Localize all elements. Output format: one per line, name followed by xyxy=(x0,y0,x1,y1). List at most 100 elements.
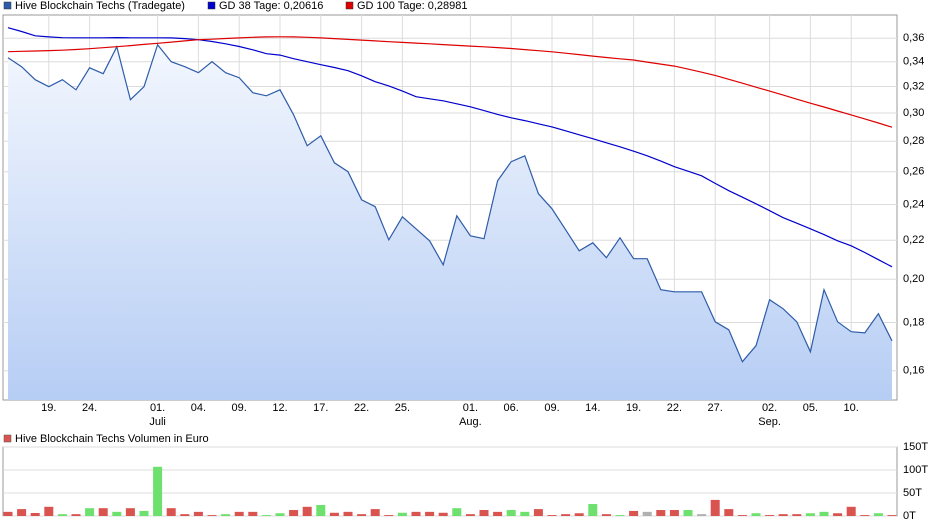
price-area xyxy=(8,44,892,400)
volume-bar xyxy=(30,513,40,516)
volume-bar xyxy=(207,515,217,516)
y-tick-label: 0,20 xyxy=(903,273,924,285)
x-tick-label: 12. xyxy=(272,402,287,414)
y-tick-label: 0,34 xyxy=(903,56,924,68)
volume-bar xyxy=(44,506,54,516)
volume-legend-swatch xyxy=(3,434,12,443)
x-tick-label: 05. xyxy=(803,402,818,414)
y-tick-label: 0,16 xyxy=(903,365,924,377)
volume-bar xyxy=(370,509,380,516)
volume-bar xyxy=(710,499,720,516)
legend-swatch xyxy=(3,1,12,10)
volume-bar xyxy=(397,512,407,516)
volume-bar xyxy=(221,514,231,516)
volume-bar xyxy=(234,511,244,516)
x-tick-label: 27. xyxy=(708,402,723,414)
volume-bar xyxy=(765,515,775,516)
volume-bar xyxy=(289,510,299,516)
volume-bar xyxy=(574,513,584,516)
volume-bar xyxy=(329,512,339,516)
y-tick-label: 0,18 xyxy=(903,316,924,328)
volume-bar xyxy=(357,514,367,516)
x-tick-label: 02. xyxy=(762,402,777,414)
x-month-label: Sep. xyxy=(758,416,781,428)
legend-swatch xyxy=(207,1,216,10)
legend-label: GD 38 Tage: 0,20616 xyxy=(219,0,323,12)
volume-bar xyxy=(479,510,489,516)
volume-plot-area xyxy=(2,446,898,517)
volume-bar xyxy=(751,513,761,516)
x-tick-label: 17. xyxy=(313,402,328,414)
volume-bar xyxy=(57,514,67,516)
volume-bar xyxy=(316,504,326,516)
legend-label: GD 100 Tage: 0,28981 xyxy=(357,0,468,12)
volume-bar xyxy=(533,509,543,516)
volume-bar xyxy=(615,515,625,516)
volume-bar xyxy=(629,510,639,516)
volume-bar xyxy=(180,514,190,516)
volume-bar xyxy=(737,515,747,516)
y-tick-label: 0T xyxy=(903,510,916,522)
volume-bar xyxy=(261,515,271,516)
y-tick-label: 0,24 xyxy=(903,198,924,210)
volume-bar xyxy=(697,514,707,516)
volume-bar xyxy=(384,515,394,516)
volume-bar xyxy=(873,513,883,516)
volume-bar xyxy=(139,510,149,516)
volume-bar xyxy=(465,514,475,516)
x-month-label: Aug. xyxy=(459,416,482,428)
volume-bar xyxy=(846,506,856,516)
volume-bar xyxy=(601,514,611,516)
volume-bar xyxy=(547,515,557,516)
volume-bar xyxy=(17,509,27,516)
x-tick-label: 25. xyxy=(395,402,410,414)
series-line xyxy=(7,36,893,128)
x-tick-label: 24. xyxy=(82,402,97,414)
legend-swatch xyxy=(345,1,354,10)
x-tick-label: 14. xyxy=(585,402,600,414)
volume-title: Hive Blockchain Techs Volumen in Euro xyxy=(15,433,209,445)
volume-bar xyxy=(452,508,462,516)
y-tick-label: 0,26 xyxy=(903,166,924,178)
volume-bar xyxy=(506,510,516,516)
x-tick-label: 09. xyxy=(232,402,247,414)
volume-bar xyxy=(493,511,503,516)
x-tick-label: 01. xyxy=(150,402,165,414)
volume-bar xyxy=(275,513,285,516)
y-tick-label: 150T xyxy=(903,441,928,453)
x-tick-label: 04. xyxy=(191,402,206,414)
volume-bar xyxy=(819,511,829,516)
volume-bar xyxy=(887,515,897,516)
volume-bar xyxy=(343,511,353,516)
y-tick-label: 0,30 xyxy=(903,107,924,119)
volume-bar xyxy=(778,514,788,516)
y-tick-label: 100T xyxy=(903,464,928,476)
volume-bar xyxy=(642,511,652,516)
volume-bar xyxy=(724,509,734,516)
volume-bar xyxy=(71,514,81,516)
volume-bar xyxy=(792,514,802,516)
series-line xyxy=(7,27,893,268)
volume-bar xyxy=(438,512,448,516)
y-tick-label: 0,36 xyxy=(903,32,924,44)
volume-bar xyxy=(153,466,163,516)
volume-bar xyxy=(683,510,693,516)
x-tick-label: 01. xyxy=(463,402,478,414)
volume-bar xyxy=(85,508,95,516)
volume-bar xyxy=(588,504,598,516)
x-tick-label: 19. xyxy=(626,402,641,414)
x-month-label: Juli xyxy=(149,416,166,428)
volume-bar xyxy=(302,506,312,516)
x-tick-label: 22. xyxy=(667,402,682,414)
volume-bar xyxy=(112,511,122,516)
volume-bar xyxy=(805,513,815,516)
volume-bar xyxy=(125,508,135,516)
volume-bar xyxy=(411,511,421,516)
x-tick-label: 19. xyxy=(41,402,56,414)
volume-bar xyxy=(193,511,203,516)
volume-bar xyxy=(98,508,108,516)
series-line xyxy=(7,43,893,363)
y-tick-label: 0,32 xyxy=(903,80,924,92)
volume-bar xyxy=(425,511,435,516)
